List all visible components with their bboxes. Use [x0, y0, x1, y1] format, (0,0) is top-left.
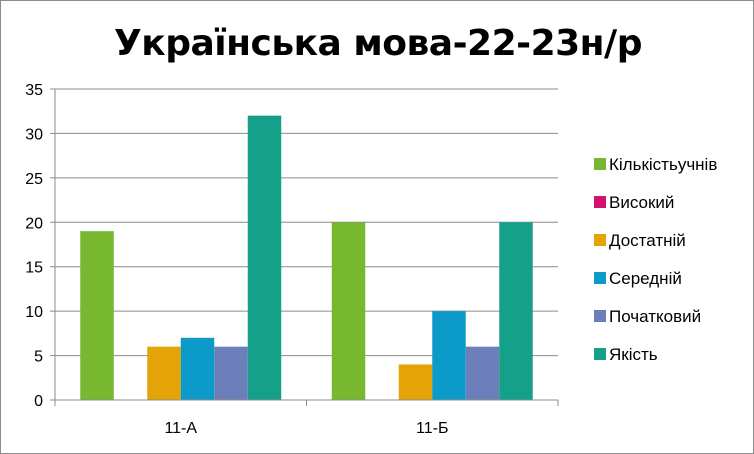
- bar: [432, 311, 466, 400]
- bar: [331, 222, 366, 400]
- legend-swatch: [594, 196, 606, 208]
- legend-swatch: [594, 348, 606, 360]
- x-tick-label: 11-А: [164, 420, 197, 437]
- legend-label: Високий: [609, 193, 674, 212]
- y-tick-label: 10: [25, 304, 43, 321]
- legend-swatch: [594, 234, 606, 246]
- bar: [147, 346, 181, 400]
- x-tick-labels: 11-А 11-Б: [164, 420, 448, 437]
- legend-label: Кількістьучнів: [609, 155, 717, 174]
- legend-label: Початковий: [609, 307, 701, 326]
- bar: [247, 115, 282, 401]
- y-tick-label: 35: [25, 82, 43, 99]
- bar: [398, 364, 433, 400]
- legend: Кількістьучнів Високий Достатній Середній По…: [594, 155, 717, 364]
- legend-label: Середній: [609, 269, 682, 288]
- bar: [180, 337, 215, 400]
- y-tick-labels: 0 5 10 15 20 25 30 35: [25, 82, 43, 410]
- gridlines: [55, 88, 558, 357]
- y-tick-label: 20: [25, 215, 43, 232]
- bar: [465, 346, 500, 400]
- y-tick-label: 0: [34, 393, 43, 410]
- legend-swatch: [594, 158, 606, 170]
- legend-swatch: [594, 272, 606, 284]
- chart-title: Українська мова-22-23н/р: [114, 23, 642, 64]
- y-tick-label: 5: [34, 349, 43, 366]
- y-tick-label: 25: [25, 171, 43, 188]
- y-tick-label: 15: [25, 260, 43, 277]
- bars: [80, 115, 533, 401]
- bar: [80, 231, 114, 400]
- bar: [499, 222, 533, 400]
- legend-swatch: [594, 310, 606, 322]
- y-tick-label: 30: [25, 126, 43, 143]
- axes: [50, 88, 559, 406]
- bar: [214, 346, 248, 400]
- legend-label: Достатній: [609, 231, 686, 250]
- legend-label: Якість: [609, 345, 658, 364]
- x-tick-label: 11-Б: [416, 420, 448, 437]
